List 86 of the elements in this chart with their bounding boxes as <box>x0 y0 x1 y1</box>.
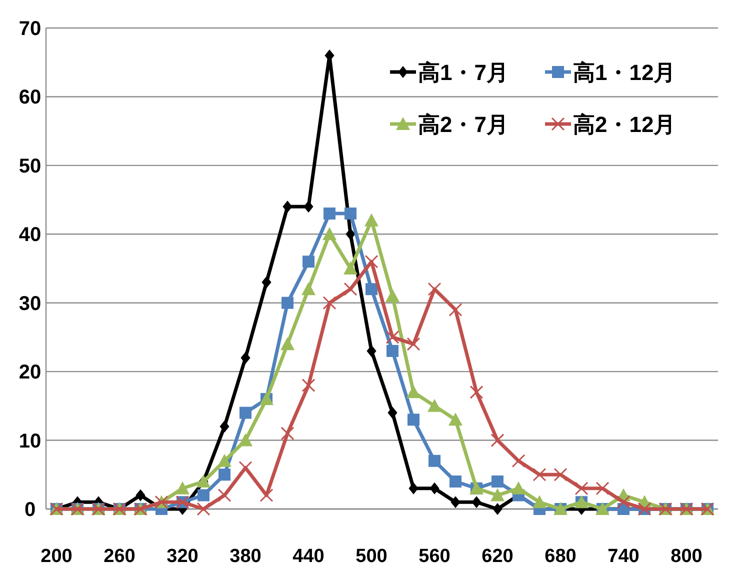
point <box>532 468 546 482</box>
x-tick-label: 200 <box>40 546 72 567</box>
point <box>406 337 420 351</box>
point <box>408 414 420 426</box>
point <box>470 385 484 399</box>
point <box>366 283 378 296</box>
y-tick-label: 50 <box>18 155 42 178</box>
point <box>388 406 398 419</box>
point <box>344 262 358 274</box>
point <box>492 503 502 515</box>
x-tick-label: 500 <box>356 546 388 567</box>
point <box>430 482 440 494</box>
y-tick-label: 0 <box>24 499 36 521</box>
point <box>386 288 400 302</box>
point <box>260 488 274 502</box>
point <box>386 330 400 344</box>
point <box>322 296 336 310</box>
point <box>280 337 294 350</box>
x-tick-label: 440 <box>292 546 324 567</box>
point <box>386 344 398 357</box>
point <box>532 495 546 508</box>
x-tick-label: 800 <box>670 546 702 567</box>
point <box>196 502 210 516</box>
legend-label: 高1・7月 <box>418 60 508 85</box>
point <box>364 254 378 268</box>
y-tick-label: 40 <box>18 224 42 246</box>
point <box>512 481 526 494</box>
y-tick-label: 70 <box>18 18 42 40</box>
point <box>282 296 294 309</box>
point <box>262 276 272 288</box>
point <box>344 282 358 296</box>
point <box>428 282 442 296</box>
x-tick-label: 260 <box>104 546 136 567</box>
y-tick-label: 30 <box>18 292 42 315</box>
point <box>490 488 504 502</box>
point <box>448 302 462 316</box>
point <box>366 344 376 357</box>
point <box>472 496 482 508</box>
x-tick-label: 380 <box>230 546 262 567</box>
point <box>616 495 630 509</box>
legend-label: 高1・12月 <box>573 60 676 85</box>
x-tick-label: 740 <box>608 546 640 567</box>
point <box>280 426 294 440</box>
point <box>218 454 232 467</box>
point <box>240 352 250 364</box>
x-tick-label: 560 <box>418 546 450 567</box>
legend-label: 高2・12月 <box>573 112 676 137</box>
y-tick-label: 60 <box>18 86 42 109</box>
x-tick-label: 320 <box>166 546 198 567</box>
x-tick-label: 680 <box>544 546 576 567</box>
point <box>282 200 292 213</box>
point <box>408 482 418 494</box>
point <box>512 454 526 468</box>
point <box>596 482 610 496</box>
point <box>302 282 316 296</box>
point <box>428 398 442 412</box>
point <box>198 489 210 502</box>
point <box>344 208 356 220</box>
point <box>176 481 190 494</box>
point <box>302 256 314 268</box>
point <box>346 228 356 240</box>
point <box>240 406 252 419</box>
point <box>450 476 462 488</box>
point <box>324 208 336 220</box>
point <box>406 385 420 398</box>
point <box>218 468 230 481</box>
point <box>574 482 588 496</box>
x-tick-label: 620 <box>482 546 514 567</box>
point <box>302 378 316 392</box>
point <box>238 433 252 446</box>
y-tick-label: 20 <box>18 362 42 384</box>
point <box>304 200 314 213</box>
point <box>554 468 568 482</box>
point <box>450 496 460 508</box>
legend-label: 高2・7月 <box>418 112 508 137</box>
point <box>364 213 378 226</box>
point <box>322 227 336 240</box>
point <box>448 412 462 426</box>
point <box>428 454 440 467</box>
point <box>218 488 232 502</box>
y-tick-label: 10 <box>18 430 42 452</box>
point <box>238 461 252 475</box>
point <box>492 476 504 488</box>
point <box>490 434 504 448</box>
point <box>136 489 146 502</box>
point <box>220 420 230 433</box>
